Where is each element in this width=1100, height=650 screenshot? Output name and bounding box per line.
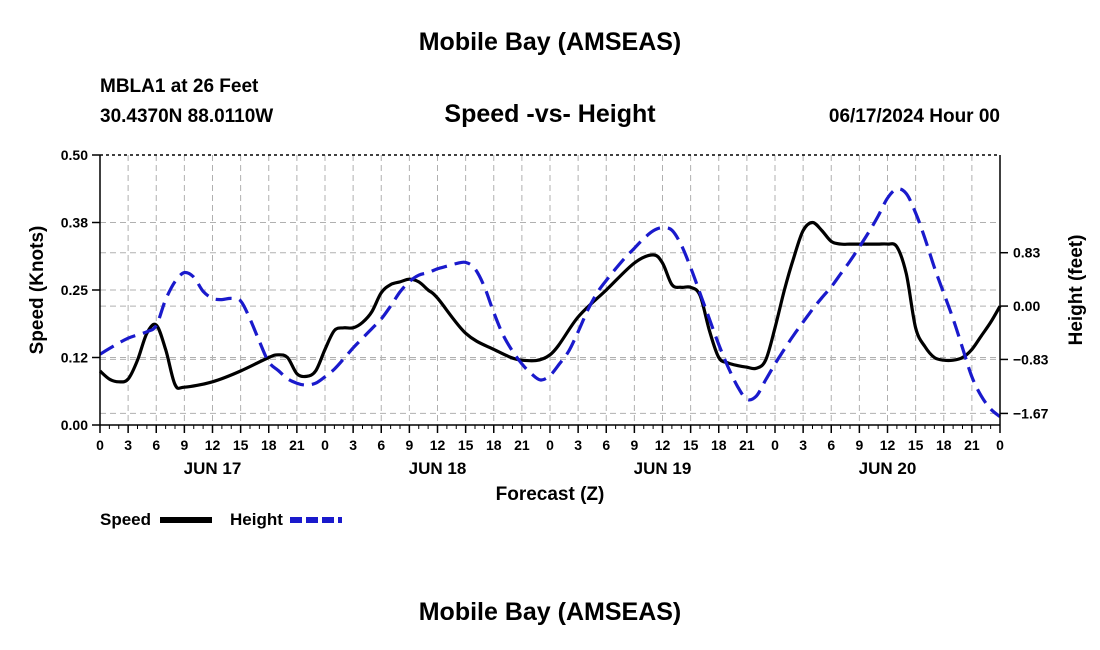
axis-labels: 0 3 6 9 12 15 18 21 0 3 6 9 12 15 18 21 0 3 6 9 12 15 18 21 0 3 6 9…: [27, 147, 1087, 505]
x-tick-label: 15: [233, 437, 249, 453]
y-tick-label: 0.00: [61, 417, 88, 433]
x-tick-label: 21: [514, 437, 530, 453]
x-tick-label: 0: [771, 437, 779, 453]
x-tick-label: 15: [908, 437, 924, 453]
x-tick-label: 0: [321, 437, 329, 453]
x-tick-label: 18: [711, 437, 727, 453]
x-tick-label: 21: [739, 437, 755, 453]
y2-tick-label: −0.83: [1013, 351, 1049, 367]
coordinates-label: 30.4370N 88.0110W: [100, 106, 274, 127]
chart-title-top: Mobile Bay (AMSEAS): [418, 28, 682, 56]
forecast-date-label: 06/17/2024 Hour 00: [828, 106, 1000, 127]
x-tick-label: 15: [683, 437, 699, 453]
y-tick-label: 0.50: [61, 147, 88, 163]
y-tick-label: 0.25: [61, 282, 88, 298]
x-tick-label: 0: [996, 437, 1004, 453]
x-tick-label: 21: [289, 437, 305, 453]
x-tick-label: 3: [799, 437, 807, 453]
x-tick-label: 18: [936, 437, 952, 453]
x-tick-label: 6: [152, 437, 160, 453]
legend-label-speed: Speed: [100, 510, 151, 529]
x-tick-label: 3: [349, 437, 357, 453]
chart-legend: Speed Height: [100, 510, 342, 529]
x-tick-label: 12: [205, 437, 221, 453]
x-tick-label: 12: [655, 437, 671, 453]
y2-tick-label: −1.67: [1013, 405, 1049, 421]
x-tick-label: 0: [546, 437, 554, 453]
x-tick-label: 15: [458, 437, 474, 453]
x-axis-title: Forecast (Z): [496, 484, 605, 505]
x-tick-label: 6: [827, 437, 835, 453]
y-tick-label: 0.12: [61, 350, 88, 366]
y2-tick-label: 0.00: [1013, 298, 1040, 314]
axes: [92, 154, 1008, 433]
day-label: JUN 17: [184, 459, 242, 478]
day-label: JUN 18: [409, 459, 467, 478]
legend-label-height: Height: [230, 510, 283, 529]
grid-lines: [100, 155, 1000, 425]
x-tick-label: 6: [377, 437, 385, 453]
x-tick-label: 21: [964, 437, 980, 453]
day-label: JUN 19: [634, 459, 692, 478]
x-tick-label: 12: [880, 437, 896, 453]
x-tick-label: 0: [96, 437, 104, 453]
day-label: JUN 20: [859, 459, 917, 478]
x-tick-label: 9: [855, 437, 863, 453]
y2-axis-title: Height (feet): [1066, 235, 1087, 346]
y-axis-title: Speed (Knots): [27, 226, 48, 355]
series-line-speed: [98, 220, 1002, 390]
x-tick-label: 12: [430, 437, 446, 453]
x-tick-label: 3: [124, 437, 132, 453]
chart-title-bottom: Mobile Bay (AMSEAS): [418, 598, 682, 626]
series-line-height: [99, 187, 1001, 418]
x-tick-label: 3: [574, 437, 582, 453]
x-tick-label: 18: [261, 437, 277, 453]
y2-tick-label: 0.83: [1013, 245, 1040, 261]
chart-subtitle: Speed -vs- Height: [444, 100, 656, 128]
x-tick-label: 9: [405, 437, 413, 453]
x-tick-label: 9: [630, 437, 638, 453]
x-tick-label: 9: [180, 437, 188, 453]
station-label: MBLA1 at 26 Feet: [100, 76, 259, 97]
series-lines: [98, 187, 1002, 418]
x-tick-label: 18: [486, 437, 502, 453]
y-tick-label: 0.38: [61, 215, 88, 231]
x-tick-label: 6: [602, 437, 610, 453]
